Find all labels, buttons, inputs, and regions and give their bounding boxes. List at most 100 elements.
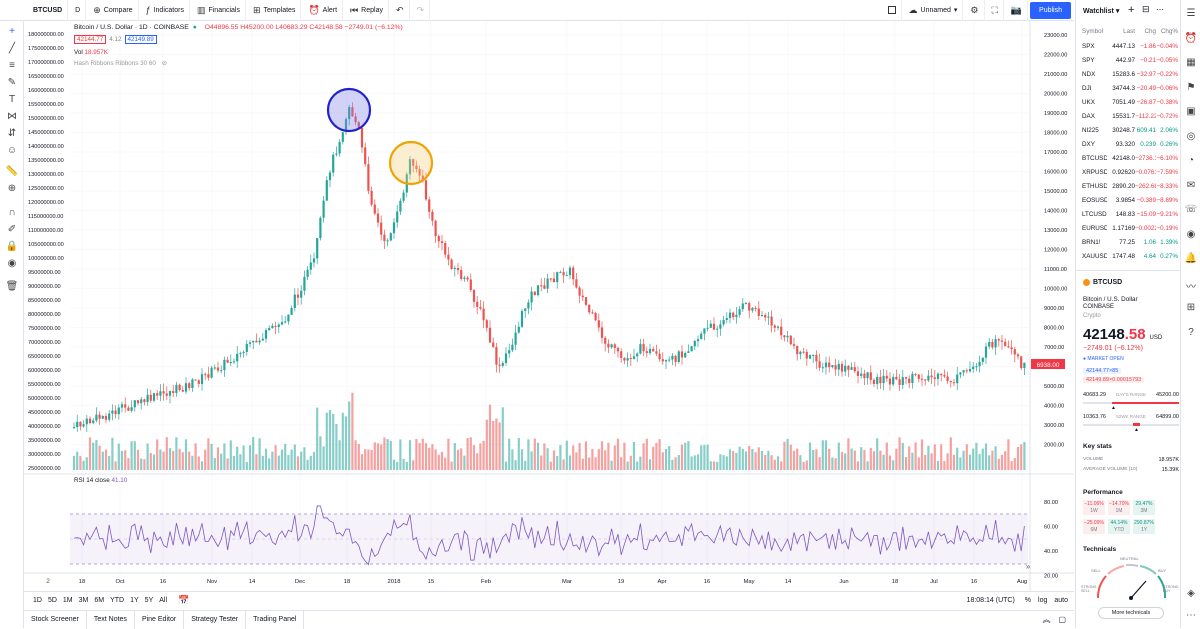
trash-icon[interactable]: 🗑 — [5, 281, 19, 292]
range-button[interactable]: 1Y — [130, 597, 139, 604]
indicators-button[interactable]: ƒ Indicators — [141, 0, 190, 21]
maximize-icon[interactable]: ▢ — [1058, 615, 1066, 624]
streams-icon[interactable]: ◔ — [1187, 155, 1195, 166]
alert-button[interactable]: ⏰ Alert — [303, 0, 344, 21]
layers-icon[interactable]: ◈ — [1187, 588, 1195, 599]
range-button[interactable]: 1D — [33, 597, 42, 604]
timezone-badge[interactable]: 2 — [46, 578, 50, 585]
goto-date-icon[interactable]: 📅 — [178, 595, 190, 605]
legend-title[interactable]: Bitcoin / U.S. Dollar · 1D · COINBASE — [74, 24, 189, 31]
help-icon[interactable]: ? — [1188, 327, 1194, 338]
stay-drawing-icon[interactable]: ✐ — [7, 224, 17, 235]
watchlist-row[interactable]: DXY 93.320 0.239 0.26% — [1082, 137, 1178, 151]
ruler-icon[interactable]: 📏 — [5, 166, 19, 177]
data-window-icon[interactable]: ▦ — [1186, 57, 1196, 68]
log-toggle[interactable]: log — [1038, 597, 1048, 604]
range-button[interactable]: 1M — [62, 597, 73, 604]
panel-tab[interactable]: Strategy Tester — [184, 610, 247, 629]
watchlist-row[interactable]: NI225 30248.7 609.41 2.06% — [1082, 123, 1178, 137]
clock-readout[interactable]: 18:08:14 (UTC) — [966, 597, 1015, 604]
watchlist-row[interactable]: XAUUSD 1747.48 4.64 0.27% — [1082, 249, 1178, 263]
notifications-icon[interactable]: ☏ — [1184, 204, 1198, 215]
bell-icon[interactable]: 🔔 — [1184, 253, 1198, 264]
panel-tab[interactable]: Stock Screener — [24, 610, 87, 629]
add-symbol-icon[interactable]: + — [1128, 4, 1135, 16]
watchlist-row[interactable]: EURUSD 1.17169 −0.0022 −0.19% — [1082, 221, 1178, 235]
sell-price-button[interactable]: 42144.77 — [74, 35, 107, 44]
interval-button[interactable]: D — [70, 0, 87, 21]
watchlist-row[interactable]: LTCUSD 148.83 −15.09 −9.21% — [1082, 207, 1178, 221]
settings-button[interactable]: ⚙ — [965, 0, 985, 21]
broadcast-icon[interactable]: ◉ — [1186, 229, 1196, 240]
auto-toggle[interactable]: auto — [1054, 597, 1068, 604]
alerts-icon[interactable]: ⏰ — [1184, 33, 1198, 44]
eye-off-icon[interactable]: ⊘ — [161, 60, 167, 67]
ideas-icon[interactable]: ◎ — [1186, 131, 1196, 142]
watchlist-title[interactable]: Watchlist ▾ — [1083, 8, 1120, 15]
crosshair-icon[interactable]: + — [9, 26, 15, 37]
watchlist-row[interactable]: BTCUSD 42148.0 −2736.1 −6.10% — [1082, 151, 1178, 165]
watchlist-row[interactable]: UKX 7051.49 −26.87 −0.38% — [1082, 95, 1178, 109]
panel-tab[interactable]: Trading Panel — [246, 610, 305, 629]
fib-icon[interactable]: ≡ — [9, 60, 15, 71]
pattern-icon[interactable]: ⋈ — [7, 111, 17, 122]
collapse-icon[interactable]: ︽ — [1042, 615, 1051, 624]
emoji-icon[interactable]: ☺ — [6, 145, 18, 156]
snapshot-button[interactable]: 📷 — [1006, 0, 1029, 21]
zoom-icon[interactable]: ⊕ — [7, 183, 17, 194]
more-options-icon[interactable]: ⋯ — [1156, 5, 1164, 14]
prediction-icon[interactable]: ⇵ — [7, 128, 17, 139]
more-icon[interactable]: ⋯ — [1186, 610, 1196, 621]
watchlist-row[interactable]: SPY 442.97 −0.21 −0.05% — [1082, 53, 1178, 67]
chat-icon[interactable]: ✉ — [1186, 180, 1196, 191]
buy-price-button[interactable]: 42149.89 — [124, 35, 157, 44]
range-button[interactable]: 6M — [94, 597, 105, 604]
range-button[interactable]: 5D — [47, 597, 57, 604]
fullscreen-square-icon[interactable] — [883, 0, 902, 21]
watchlist-row[interactable]: SPX 4447.13 −1.86 −0.04% — [1082, 39, 1178, 53]
order-panel-icon[interactable]: ⊞ — [1186, 302, 1196, 313]
eye-icon[interactable]: ◉ — [7, 258, 17, 269]
redo-button[interactable]: ↷ — [412, 0, 431, 21]
watchlist-row[interactable]: XRPUSD 0.92620 −0.0761 −7.59% — [1082, 165, 1178, 179]
replay-button[interactable]: ⏮ Replay — [345, 0, 389, 21]
panel-tab[interactable]: Pine Editor — [135, 610, 185, 629]
orange-circle-annotation[interactable] — [388, 140, 434, 186]
rsi-legend[interactable]: RSI 14 close 41.10 — [74, 477, 128, 484]
range-button[interactable]: All — [159, 597, 168, 604]
watchlist-row[interactable]: DAX 15531.7 −112.22 −0.72% — [1082, 109, 1178, 123]
undo-button[interactable]: ↶ — [391, 0, 410, 21]
watchlist-row[interactable]: NDX 15283.6 −32.97 −0.22% — [1082, 67, 1178, 81]
hash-ribbons-legend[interactable]: Hash Ribbons Ribbons 30 60 ⊘ — [74, 60, 167, 67]
compare-button[interactable]: ⊕ Compare — [88, 0, 139, 21]
templates-button[interactable]: ⊞ Templates — [248, 0, 302, 21]
range-button[interactable]: YTD — [110, 597, 125, 604]
watchlist-row[interactable]: ETHUSD 2890.20 −262.68 −8.33% — [1082, 179, 1178, 193]
price-chart[interactable]: 180000000.00175000000.00170000000.001650… — [24, 21, 1074, 591]
percent-toggle[interactable]: % — [1024, 597, 1032, 604]
watchlist-row[interactable]: DJI 34744.3 −20.49 −0.06% — [1082, 81, 1178, 95]
symbol-search-button[interactable]: BTCUSD — [28, 0, 69, 21]
range-button[interactable]: 3M — [78, 597, 89, 604]
details-name[interactable]: Bitcoin / U.S. Dollar — [1083, 296, 1138, 303]
watchlist-row[interactable]: EOSUSD 3.9854 −0.389 −8.89% — [1082, 193, 1178, 207]
fullscreen-button[interactable]: ⛶ — [987, 0, 1004, 21]
lock-icon[interactable]: 🔒 — [5, 241, 19, 252]
text-icon[interactable]: T — [8, 94, 16, 105]
scroll-to-realtime-icon[interactable]: » — [1026, 562, 1031, 571]
brush-icon[interactable]: ✎ — [7, 77, 17, 88]
financials-button[interactable]: ▥ Financials — [192, 0, 246, 21]
pulse-icon[interactable]: 〰 — [1186, 282, 1196, 293]
layout-menu-button[interactable]: ☁ Unnamed ▾ — [904, 0, 964, 21]
hotlist-icon[interactable]: ⚑ — [1186, 82, 1196, 93]
publish-button[interactable]: Publish — [1030, 1, 1071, 19]
trendline-icon[interactable]: ╱ — [8, 43, 16, 54]
watchlist-icon[interactable]: ☰ — [1186, 8, 1196, 19]
calendar-icon[interactable]: ▣ — [1186, 106, 1196, 117]
blue-circle-annotation[interactable] — [326, 87, 372, 133]
range-button[interactable]: 5Y — [144, 597, 154, 604]
watchlist-row[interactable]: BRN1! 77.25 1.06 1.39% — [1082, 235, 1178, 249]
advanced-view-icon[interactable]: ⊟ — [1142, 4, 1150, 14]
panel-tab[interactable]: Text Notes — [87, 610, 135, 629]
more-technicals-button[interactable]: More technicals — [1098, 607, 1164, 619]
